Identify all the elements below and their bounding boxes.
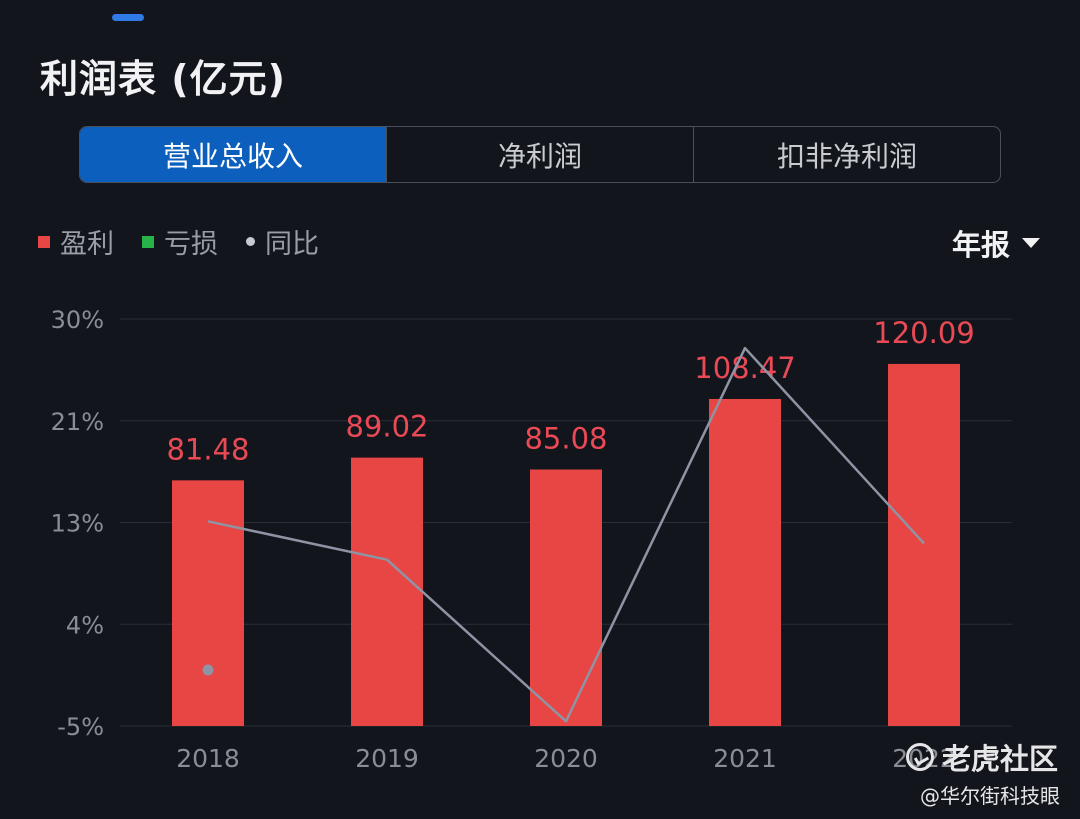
watermark-author: @华尔街科技眼 [920,784,1060,808]
bar [888,363,960,726]
bar-value-label: 108.47 [694,351,795,385]
profit-swatch-icon [38,235,50,248]
watermark-tiger: 老虎社区 [905,736,1058,778]
yoy-marker [202,664,214,676]
watermark-primary-text: 老虎社区 [941,742,1058,776]
x-tick-label: 2019 [355,744,419,773]
bar [172,480,244,726]
bar-value-label: 85.08 [524,421,607,455]
caret-down-icon [1022,238,1040,248]
tab-total-revenue[interactable]: 营业总收入 [80,127,386,182]
bar [530,469,602,726]
y-tick-label: 21% [51,408,104,436]
legend-item-profit: 盈利 [38,222,114,261]
y-tick-label: -5% [57,713,104,741]
bar-value-label: 81.48 [166,432,249,466]
period-selector[interactable]: 年报 [952,222,1040,264]
x-tick-label: 2018 [176,744,240,773]
legend-item-loss: 亏损 [142,222,218,261]
y-tick-label: 13% [51,510,104,538]
y-tick-label: 30% [51,306,104,334]
bar-value-label: 89.02 [345,410,428,444]
bar-value-label: 120.09 [873,316,974,350]
legend-label-profit: 盈利 [60,229,114,260]
tab-net-profit[interactable]: 净利润 [386,127,693,182]
y-tick-label: 4% [66,611,104,639]
legend-label-yoy: 同比 [265,229,319,260]
metric-tabs: 营业总收入 净利润 扣非净利润 [79,126,1001,183]
x-tick-label: 2020 [534,744,598,773]
tab-adjusted-net-profit[interactable]: 扣非净利润 [693,127,1000,182]
loss-swatch-icon [142,235,154,248]
bar [709,398,781,726]
tiger-logo-icon [905,743,934,771]
legend-label-loss: 亏损 [164,229,218,260]
x-tick-label: 2021 [713,744,777,773]
yoy-line [207,346,925,723]
page-title: 利润表 (亿元) [40,57,286,101]
yoy-dot-icon [246,237,255,246]
chart-legend: 盈利 亏损 同比 [38,222,347,261]
period-label: 年报 [951,228,1010,262]
bar [351,457,423,726]
legend-item-yoy: 同比 [246,222,319,261]
top-indicator [112,14,144,21]
